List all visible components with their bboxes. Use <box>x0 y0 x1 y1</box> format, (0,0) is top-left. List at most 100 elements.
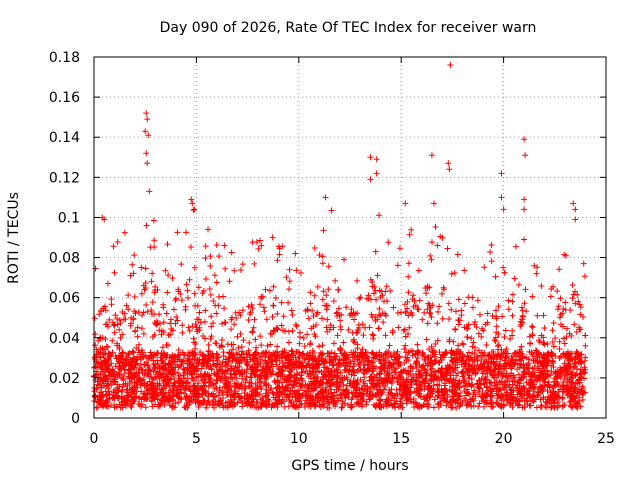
data-point <box>387 287 394 294</box>
data-point <box>405 289 412 296</box>
data-point <box>351 316 358 323</box>
data-point <box>117 366 124 373</box>
data-point <box>327 322 334 329</box>
data-point <box>532 359 539 366</box>
data-point <box>259 400 266 407</box>
data-point <box>519 313 526 320</box>
data-point <box>440 352 447 359</box>
grid-lines <box>94 57 606 418</box>
data-point <box>237 312 244 319</box>
data-point <box>410 395 417 402</box>
data-point <box>540 334 547 341</box>
data-point <box>309 307 316 314</box>
data-point <box>556 266 563 273</box>
data-point <box>201 318 208 325</box>
data-point <box>208 313 215 320</box>
data-point <box>412 399 419 406</box>
data-point <box>186 357 193 364</box>
data-point <box>145 367 152 374</box>
data-point <box>102 388 109 395</box>
data-point <box>270 283 277 290</box>
data-point <box>111 329 118 336</box>
data-point <box>574 291 581 298</box>
data-point <box>366 396 373 403</box>
data-point <box>478 398 485 405</box>
data-point <box>493 323 500 330</box>
data-point <box>540 394 547 401</box>
data-point <box>276 245 283 252</box>
data-point <box>570 291 577 298</box>
data-point <box>449 357 456 364</box>
data-point <box>525 356 532 363</box>
data-point <box>214 377 221 384</box>
data-point <box>336 356 343 363</box>
data-point <box>208 323 215 330</box>
data-point <box>138 264 145 271</box>
data-point <box>503 346 510 353</box>
data-point <box>143 395 150 402</box>
data-point <box>550 343 557 350</box>
data-point <box>143 222 150 229</box>
data-point <box>325 378 332 385</box>
data-point <box>189 323 196 330</box>
data-point <box>579 396 586 403</box>
data-point <box>203 404 210 411</box>
data-point <box>208 366 215 373</box>
data-point <box>241 390 248 397</box>
data-point <box>278 299 285 306</box>
data-point <box>484 383 491 390</box>
chart-title: Day 090 of 2026, Rate Of TEC Index for r… <box>160 20 537 36</box>
data-point <box>486 367 493 374</box>
data-point <box>137 403 144 410</box>
data-point <box>571 363 578 370</box>
data-point <box>443 402 450 409</box>
data-point <box>538 283 545 290</box>
data-point <box>431 353 438 360</box>
data-point <box>301 342 308 349</box>
data-point <box>407 378 414 385</box>
data-point <box>307 289 314 296</box>
data-point <box>491 336 498 343</box>
data-point <box>222 356 229 363</box>
data-point <box>402 390 409 397</box>
data-point <box>166 393 173 400</box>
data-point <box>316 353 323 360</box>
data-point <box>454 251 461 258</box>
data-point <box>270 350 277 357</box>
data-point <box>100 354 107 361</box>
data-point <box>488 393 495 400</box>
data-point <box>275 397 282 404</box>
data-point <box>330 324 337 331</box>
data-point <box>246 339 253 346</box>
data-point <box>481 264 488 271</box>
data-point <box>205 226 212 233</box>
data-point <box>282 387 289 394</box>
data-point <box>556 314 563 321</box>
data-point <box>134 324 141 331</box>
data-point <box>207 253 214 260</box>
data-point <box>262 286 269 293</box>
data-point <box>374 272 381 279</box>
data-point <box>459 368 466 375</box>
data-point <box>209 357 216 364</box>
data-point <box>282 328 289 335</box>
data-point <box>166 360 173 367</box>
data-point <box>493 329 500 336</box>
data-point <box>323 292 330 299</box>
data-point <box>260 304 267 311</box>
data-point <box>459 340 466 347</box>
data-point <box>187 244 194 251</box>
data-point <box>390 361 397 368</box>
data-point <box>300 335 307 342</box>
data-point <box>337 391 344 398</box>
data-point <box>154 373 161 380</box>
data-point <box>343 304 350 311</box>
data-point <box>305 315 312 322</box>
data-point <box>256 373 263 380</box>
data-point <box>335 286 342 293</box>
data-point <box>409 296 416 303</box>
data-point <box>286 278 293 285</box>
data-point <box>238 393 245 400</box>
data-point <box>521 300 528 307</box>
data-point <box>270 327 277 334</box>
